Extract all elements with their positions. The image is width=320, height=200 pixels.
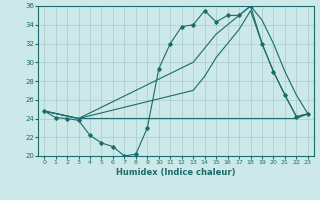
X-axis label: Humidex (Indice chaleur): Humidex (Indice chaleur) [116, 168, 236, 177]
